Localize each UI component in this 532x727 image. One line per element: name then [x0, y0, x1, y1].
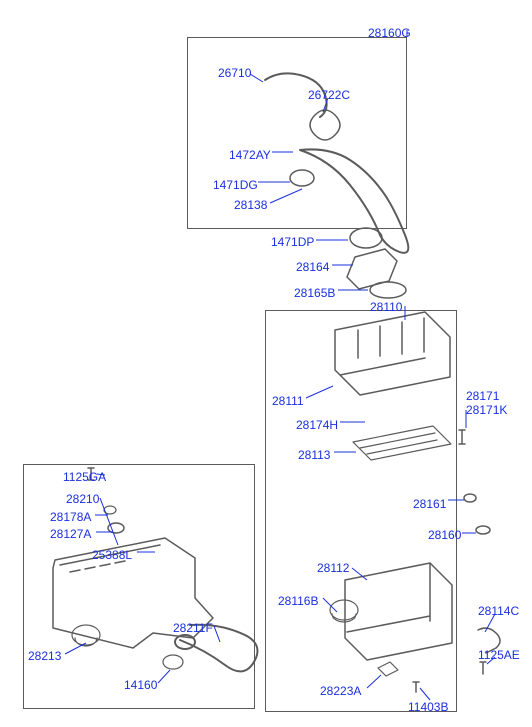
part-label-1125GA[interactable]: 1125GA: [63, 470, 106, 484]
part-label-28111[interactable]: 28111: [272, 394, 304, 408]
diagram-drawing: [0, 0, 532, 727]
part-label-28178A[interactable]: 28178A: [50, 510, 91, 524]
clamp-1: [290, 170, 314, 186]
part-label-28171[interactable]: 28171: [466, 389, 499, 403]
part-label-26722C[interactable]: 26722C: [308, 88, 350, 102]
leader-line: [306, 386, 333, 398]
part-label-28114C[interactable]: 28114C: [478, 604, 519, 618]
part-label-28171K[interactable]: 28171K: [466, 403, 507, 417]
clamp-14160: [163, 655, 183, 669]
leader-line: [100, 498, 118, 545]
part-label-28213[interactable]: 28213: [28, 649, 61, 663]
leader-line: [250, 74, 263, 82]
bolt-11403: [413, 682, 419, 692]
inlet-duct: [330, 600, 358, 622]
part-label-28223A[interactable]: 28223A: [320, 684, 361, 698]
part-label-1471DP[interactable]: 1471DP: [271, 235, 314, 249]
leader-line: [270, 189, 302, 203]
leader-line: [367, 675, 381, 688]
body-lower: [345, 563, 452, 660]
parts-diagram-canvas: 28160G 26710 26722C 1472AY 1471DG 28138 1471DP…: [0, 0, 532, 727]
part-label-28160[interactable]: 28160: [428, 528, 461, 542]
leader-line: [65, 643, 86, 654]
part-label-26710[interactable]: 26710: [218, 66, 251, 80]
sensor-duct: [347, 249, 397, 289]
o-ring: [370, 282, 406, 298]
part-label-28160G[interactable]: 28160G: [368, 26, 411, 40]
part-label-28110[interactable]: 28110: [370, 300, 402, 314]
part-label-28210[interactable]: 28210: [66, 492, 99, 506]
part-label-1125AE[interactable]: 1125AE: [478, 648, 520, 662]
part-label-28138[interactable]: 28138: [234, 198, 267, 212]
part-label-28174H[interactable]: 28174H: [296, 418, 338, 432]
clamp-2: [350, 228, 382, 248]
part-label-1472AY[interactable]: 1472AY: [229, 148, 271, 162]
part-label-28112[interactable]: 28112: [317, 561, 349, 575]
part-label-28161[interactable]: 28161: [413, 497, 446, 511]
filter: [353, 426, 451, 460]
bolt-28171: [459, 430, 465, 444]
part-label-28127A[interactable]: 28127A: [50, 527, 91, 541]
leader-line: [158, 670, 170, 683]
grommet-28161: [464, 494, 476, 502]
cover-body: [335, 312, 450, 395]
bracket-28223: [378, 662, 398, 676]
part-label-28116B[interactable]: 28116B: [278, 594, 318, 608]
part-label-28211F[interactable]: 28211F: [173, 621, 213, 635]
grommet-28160: [476, 526, 490, 534]
intake-hose: [300, 149, 408, 252]
leader-line: [214, 626, 220, 642]
part-label-28164[interactable]: 28164: [296, 260, 329, 274]
part-label-28113[interactable]: 28113: [298, 448, 330, 462]
valve-cap: [310, 110, 340, 140]
part-label-11403B[interactable]: 11403B: [408, 700, 448, 714]
part-label-28165B[interactable]: 28165B: [294, 286, 335, 300]
part-label-14160[interactable]: 14160: [124, 678, 157, 692]
part-label-1471DG[interactable]: 1471DG: [213, 178, 258, 192]
leader-line: [420, 688, 430, 700]
part-label-25388L[interactable]: 25388L: [92, 548, 132, 562]
bolt-1125AE: [480, 662, 486, 674]
